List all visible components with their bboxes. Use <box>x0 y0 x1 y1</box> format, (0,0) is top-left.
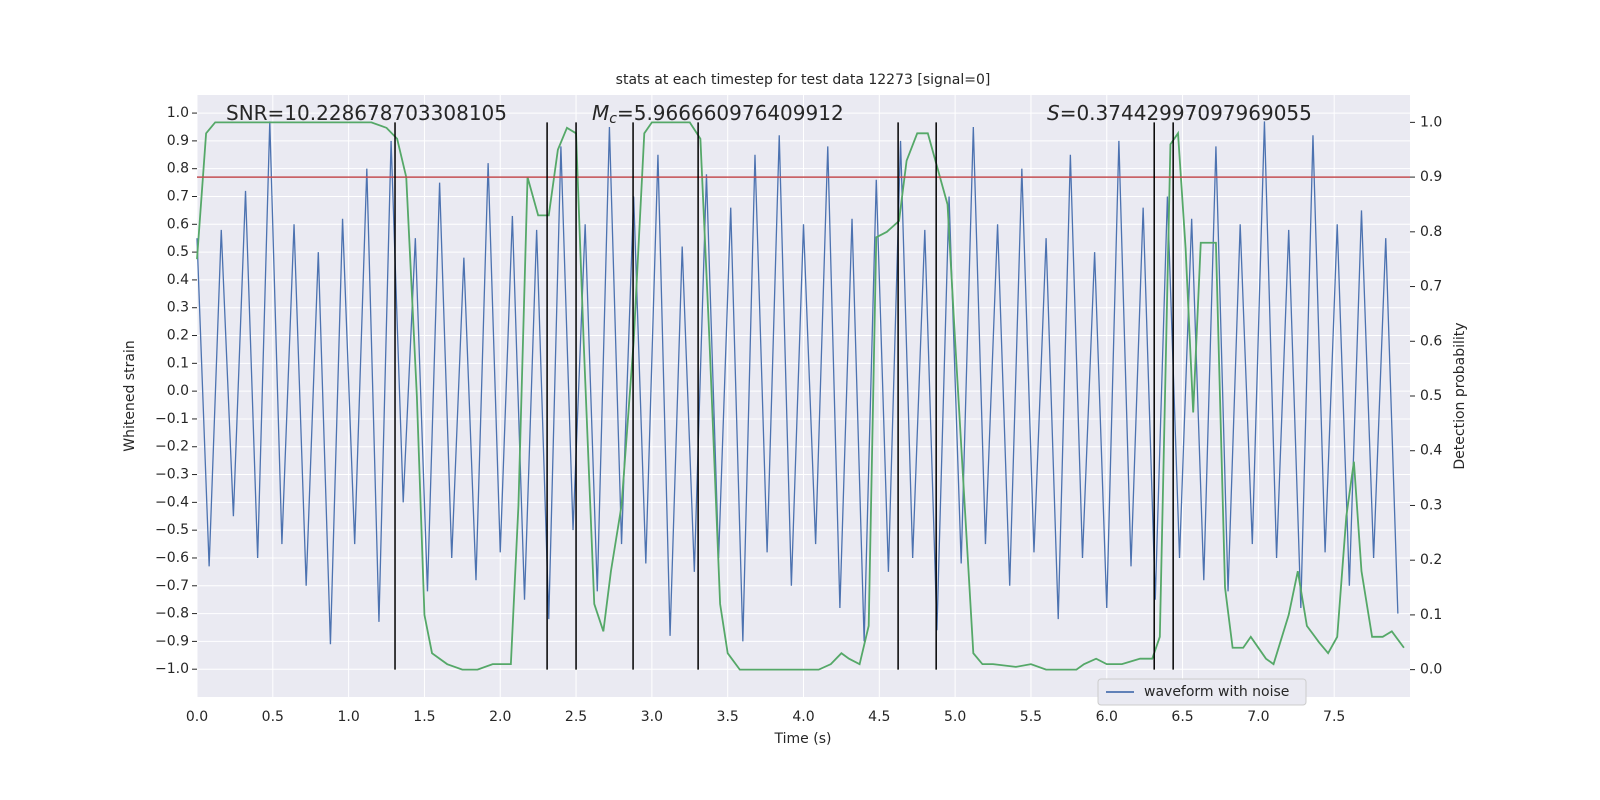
y2-tick-label: 0.5 <box>1420 388 1442 404</box>
x-tick-label: 2.0 <box>489 709 511 725</box>
y2-tick-label: 0.8 <box>1420 224 1442 240</box>
x-tick-label: 5.5 <box>1020 709 1042 725</box>
y2-axis-label: Detection probability <box>1452 322 1468 469</box>
y-tick-label: 0.4 <box>167 272 189 288</box>
x-tick-label: 7.0 <box>1247 709 1269 725</box>
x-tick-label: 2.5 <box>565 709 587 725</box>
y2-tick-label: 0.3 <box>1420 497 1442 513</box>
y-tick-label: −0.2 <box>155 439 189 455</box>
annotation-symbol: M <box>592 101 609 125</box>
y-tick-label: 0.6 <box>167 216 189 232</box>
y-tick-label: 0.3 <box>167 300 189 316</box>
y-tick-label: −0.3 <box>155 467 189 483</box>
y-tick-label: −0.4 <box>155 494 189 510</box>
y-tick-label: 0.5 <box>167 244 189 260</box>
y-tick-label: −1.0 <box>155 661 189 677</box>
y-axis-label: Whitened strain <box>122 340 138 451</box>
x-tick-label: 4.0 <box>792 709 814 725</box>
annotation: S=0.37442997097969055 <box>1047 101 1312 125</box>
annotation-symbol: S <box>1047 101 1060 125</box>
y2-tick-label: 0.9 <box>1420 169 1442 185</box>
series-line <box>196 121 1405 671</box>
y-tick-label: −0.5 <box>155 522 189 538</box>
x-tick-label: 3.5 <box>717 709 739 725</box>
y-tick-label: 0.1 <box>167 355 189 371</box>
y-tick-label: 0.8 <box>167 161 189 177</box>
legend-label: waveform with noise <box>1144 684 1289 700</box>
y-tick-label: 0.9 <box>167 133 189 149</box>
annotation-text: =5.966660976409912 <box>617 101 844 125</box>
x-tick-label: 5.0 <box>944 709 966 725</box>
y2-tick-label: 0.7 <box>1420 279 1442 295</box>
x-tick-label: 3.0 <box>641 709 663 725</box>
y2-tick-label: 1.0 <box>1420 114 1442 130</box>
y-tick-label: −0.7 <box>155 578 189 594</box>
y-tick-label: −0.8 <box>155 606 189 622</box>
y2-tick-label: 0.6 <box>1420 333 1442 349</box>
x-tick-label: 4.5 <box>868 709 890 725</box>
x-tick-label: 6.5 <box>1171 709 1193 725</box>
x-tick-label: 1.0 <box>337 709 359 725</box>
annotation-text: SNR=10.228678703308105 <box>226 101 507 125</box>
y-tick-label: 0.2 <box>167 328 189 344</box>
x-tick-label: 6.0 <box>1096 709 1118 725</box>
annotation-text: =0.37442997097969055 <box>1060 101 1312 125</box>
legend-box <box>1097 678 1307 706</box>
annotation: Mc=5.966660976409912 <box>592 101 844 128</box>
chart-title: stats at each timestep for test data 122… <box>616 72 991 88</box>
x-tick-label: 7.5 <box>1323 709 1345 725</box>
y-tick-label: 0.7 <box>167 188 189 204</box>
series-line <box>196 121 1399 645</box>
annotation-subscript: c <box>609 111 617 127</box>
y2-tick-label: 0.1 <box>1420 607 1442 623</box>
y2-tick-label: 0.4 <box>1420 443 1442 459</box>
y-tick-label: −0.9 <box>155 633 189 649</box>
y-tick-label: 1.0 <box>167 105 189 121</box>
x-tick-label: 0.5 <box>262 709 284 725</box>
y2-tick-label: 0.2 <box>1420 552 1442 568</box>
annotation: SNR=10.228678703308105 <box>226 101 507 125</box>
y-tick-label: −0.6 <box>155 550 189 566</box>
x-axis-label: Time (s) <box>774 731 832 747</box>
x-tick-label: 1.5 <box>413 709 435 725</box>
y2-tick-label: 0.0 <box>1420 662 1442 678</box>
x-tick-label: 0.0 <box>186 709 208 725</box>
y-tick-label: −0.1 <box>155 411 189 427</box>
y-tick-label: 0.0 <box>167 383 189 399</box>
